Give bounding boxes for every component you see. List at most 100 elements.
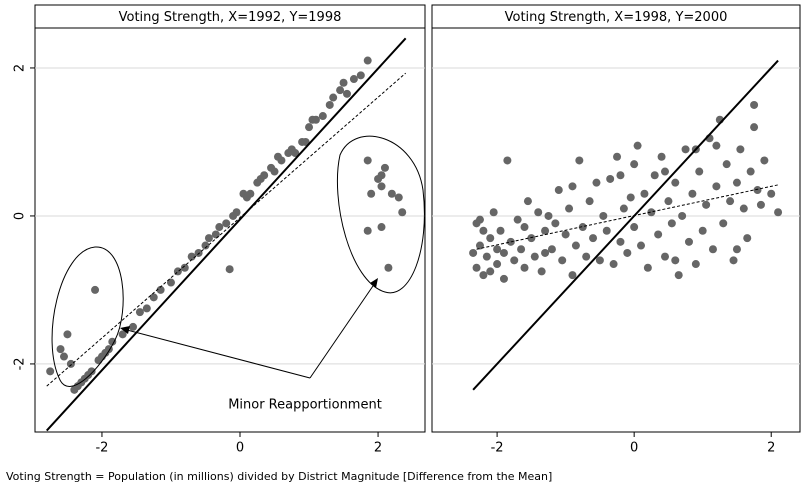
point [606, 174, 615, 183]
point [394, 193, 403, 202]
point [681, 145, 690, 154]
point [739, 204, 748, 213]
point [530, 252, 539, 261]
point [616, 171, 625, 180]
point [387, 189, 396, 198]
point [674, 271, 683, 280]
point [46, 367, 55, 376]
dashed-line [476, 184, 779, 250]
point [356, 71, 365, 80]
point [377, 223, 386, 232]
panel-title: Voting Strength, X=1998, Y=2000 [505, 10, 728, 25]
point [575, 156, 584, 165]
point [541, 248, 550, 257]
point [640, 189, 649, 198]
point [520, 263, 529, 272]
point [493, 260, 502, 269]
y-tick-label: -2 [13, 357, 28, 370]
point [767, 189, 776, 198]
point [578, 223, 587, 232]
point [472, 263, 481, 272]
point [756, 200, 765, 209]
point [318, 112, 327, 121]
plot-frame [431, 27, 801, 433]
point [377, 171, 386, 180]
arrow-head [120, 326, 130, 334]
point [329, 93, 338, 102]
point [493, 245, 502, 254]
point [609, 260, 618, 269]
point [180, 263, 189, 272]
point [291, 149, 300, 158]
point [204, 234, 213, 243]
point [510, 256, 519, 265]
point [325, 100, 334, 109]
panel-title: Voting Strength, X=1992, Y=1998 [119, 10, 342, 25]
point [377, 182, 386, 191]
plot-frame [34, 27, 426, 433]
point [750, 100, 759, 109]
point [667, 219, 676, 228]
point [695, 167, 704, 176]
point [520, 223, 529, 232]
solid-line [472, 59, 779, 391]
solid-line [45, 37, 407, 432]
point [592, 178, 601, 187]
point [643, 263, 652, 272]
point [118, 330, 127, 339]
point [551, 219, 560, 228]
point [534, 208, 543, 217]
ellipse-right [336, 135, 425, 294]
point [527, 234, 536, 243]
footnote: Voting Strength = Population (in million… [6, 470, 552, 483]
point [732, 178, 741, 187]
point [589, 234, 598, 243]
point [482, 252, 491, 261]
point [56, 345, 65, 354]
point [726, 197, 735, 206]
point [654, 230, 663, 239]
point [363, 156, 372, 165]
point [225, 265, 234, 274]
point [486, 267, 495, 276]
point [671, 178, 680, 187]
point [732, 245, 741, 254]
point [650, 171, 659, 180]
point [702, 200, 711, 209]
point [301, 137, 310, 146]
point [753, 186, 762, 195]
point [129, 322, 138, 331]
point [626, 193, 635, 202]
point [149, 293, 158, 302]
point [517, 245, 526, 254]
point [602, 226, 611, 235]
x-tick-label: 0 [236, 441, 244, 456]
point [475, 241, 484, 250]
point [367, 189, 376, 198]
point [336, 86, 345, 95]
point [311, 115, 320, 124]
point [547, 245, 556, 254]
x-tick-label: -2 [95, 441, 108, 456]
arrow [309, 282, 376, 379]
point [630, 160, 639, 169]
point [486, 234, 495, 243]
point [479, 271, 488, 280]
point [108, 337, 117, 346]
y-tick-label: 2 [13, 64, 28, 72]
point [135, 308, 144, 317]
point [585, 197, 594, 206]
point [496, 226, 505, 235]
point [613, 152, 622, 161]
point [339, 78, 348, 87]
point [363, 226, 372, 235]
point [469, 248, 478, 257]
point [633, 141, 642, 150]
point [187, 252, 196, 261]
point [201, 241, 210, 250]
point [479, 226, 488, 235]
point [568, 182, 577, 191]
point [499, 274, 508, 283]
point [660, 167, 669, 176]
arrow-head [370, 278, 378, 288]
